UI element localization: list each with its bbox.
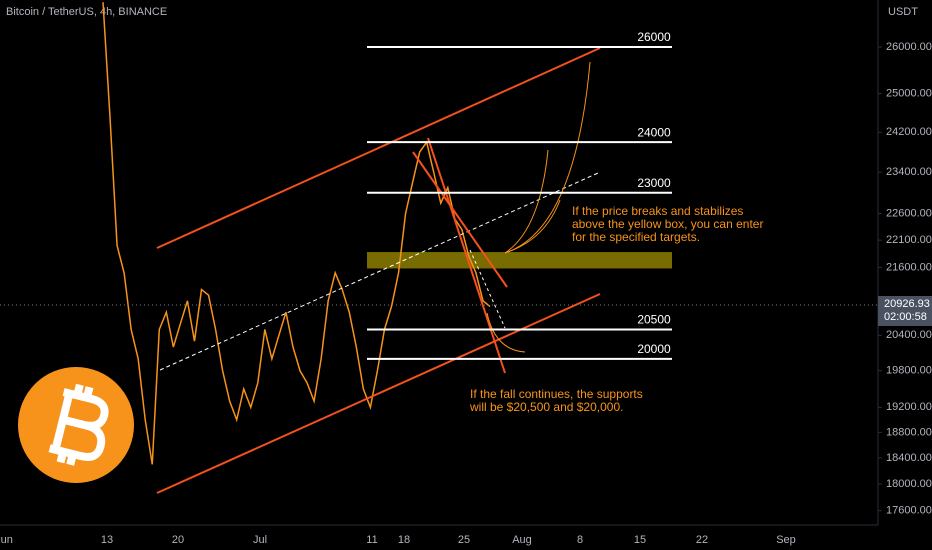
annotation: for the specified targets. [572,230,700,244]
x-tick-label: 11 [366,534,377,546]
x-tick-label: 25 [458,534,470,546]
x-tick-label: Jun [0,534,13,546]
y-tick-label: 22600.00 [886,207,932,219]
x-tick-label: 22 [696,534,708,546]
bitcoin-logo [18,367,134,483]
current-price-label: 20926.93 [884,298,930,310]
current-price-box [878,295,932,326]
x-tick-label: Jul [253,534,267,546]
annotation: If the fall continues, the supports [470,387,643,401]
annotation: above the yellow box, you can enter [572,217,763,231]
drawings [156,47,601,494]
wedge-line [412,151,508,288]
y-axis-label: USDT [888,6,918,18]
x-tick-label: Aug [512,534,532,546]
y-tick-label: 17600.00 [886,505,932,517]
level-label: 26000 [637,30,671,44]
y-tick-label: 24200.00 [886,126,932,138]
x-tick-label: 13 [101,534,113,546]
annotation: If the price breaks and stabilizes [572,204,743,218]
x-tick-label: 8 [577,534,583,546]
yellow-zone [367,252,672,269]
projection [469,249,506,329]
channel-top [156,47,601,249]
y-tick-label: 18000.00 [886,478,932,490]
x-tick-label: 15 [634,534,646,546]
channel-bottom [156,293,601,494]
y-tick-label: 18400.00 [886,452,932,464]
x-tick-label: Sep [776,534,796,546]
level-label: 24000 [637,125,671,139]
y-tick-label: 23400.00 [886,166,932,178]
y-tick-label: 20400.00 [886,329,932,341]
y-tick-label: 19200.00 [886,401,932,413]
y-tick-label: 22100.00 [886,234,932,246]
target-arrows [486,61,591,353]
y-tick-label: 26000.00 [886,41,932,53]
price-line [102,2,491,465]
y-tick-label: 19800.00 [886,365,932,377]
countdown-label: 02:00:58 [884,311,927,323]
trend-line [159,172,599,371]
y-tick-label: 18800.00 [886,426,932,438]
level-label: 20500 [637,313,671,327]
y-tick-label: 25000.00 [886,88,932,100]
level-label: 23000 [637,176,671,190]
y-tick-label: 21600.00 [886,261,932,273]
x-tick-label: 18 [398,534,410,546]
x-tick-label: 20 [172,534,184,546]
wedge-line [427,137,506,374]
annotation: will be $20,500 and $20,000. [469,400,623,414]
chart-title: Bitcoin / TetherUS, 4h, BINANCE [6,6,167,18]
level-label: 20000 [637,342,671,356]
